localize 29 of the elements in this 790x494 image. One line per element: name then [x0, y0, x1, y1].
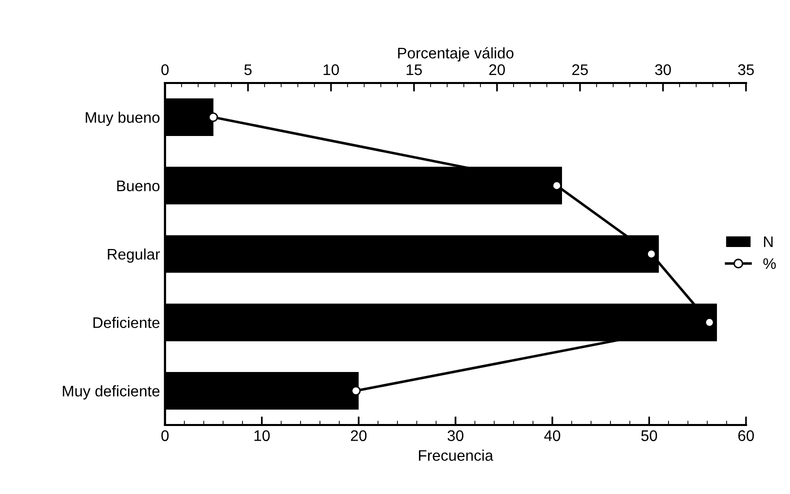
- x2-axis-title: Porcentaje válido: [398, 47, 514, 62]
- x2-tick-label: 0: [161, 64, 169, 76]
- x-tick-label: 0: [161, 430, 169, 442]
- y-tick-label: Muy bueno: [86, 112, 160, 126]
- legend-label: %: [763, 258, 776, 269]
- x-tick-label: 40: [544, 430, 560, 442]
- point: [208, 112, 218, 122]
- point: [704, 318, 714, 328]
- x2-tick-label: 20: [489, 64, 505, 76]
- x2-tick-label: 35: [738, 64, 754, 76]
- x-tick-label: 60: [738, 430, 754, 442]
- y-tick-label: Deficiente: [93, 316, 160, 328]
- point: [552, 180, 562, 190]
- x-axis-title: Frecuencia: [418, 450, 494, 461]
- x-tick-label: 30: [448, 430, 464, 442]
- y-tick-label: Bueno: [117, 180, 160, 192]
- y-tick-label: Regular: [108, 248, 160, 263]
- x2-tick-label: 10: [324, 64, 339, 76]
- x2-tick-label: 25: [572, 64, 588, 76]
- x2-tick-label: 5: [244, 64, 252, 76]
- legend-label: N: [764, 236, 773, 248]
- x2-tick-label: 30: [655, 64, 671, 76]
- point: [351, 386, 361, 396]
- y-tick-label: Muy deficiente: [62, 385, 160, 400]
- x-tick-label: 10: [254, 430, 270, 442]
- x-tick-label: 20: [350, 430, 367, 442]
- x-tick-label: 50: [641, 430, 658, 442]
- x2-tick-label: 15: [406, 64, 422, 76]
- point: [646, 249, 656, 259]
